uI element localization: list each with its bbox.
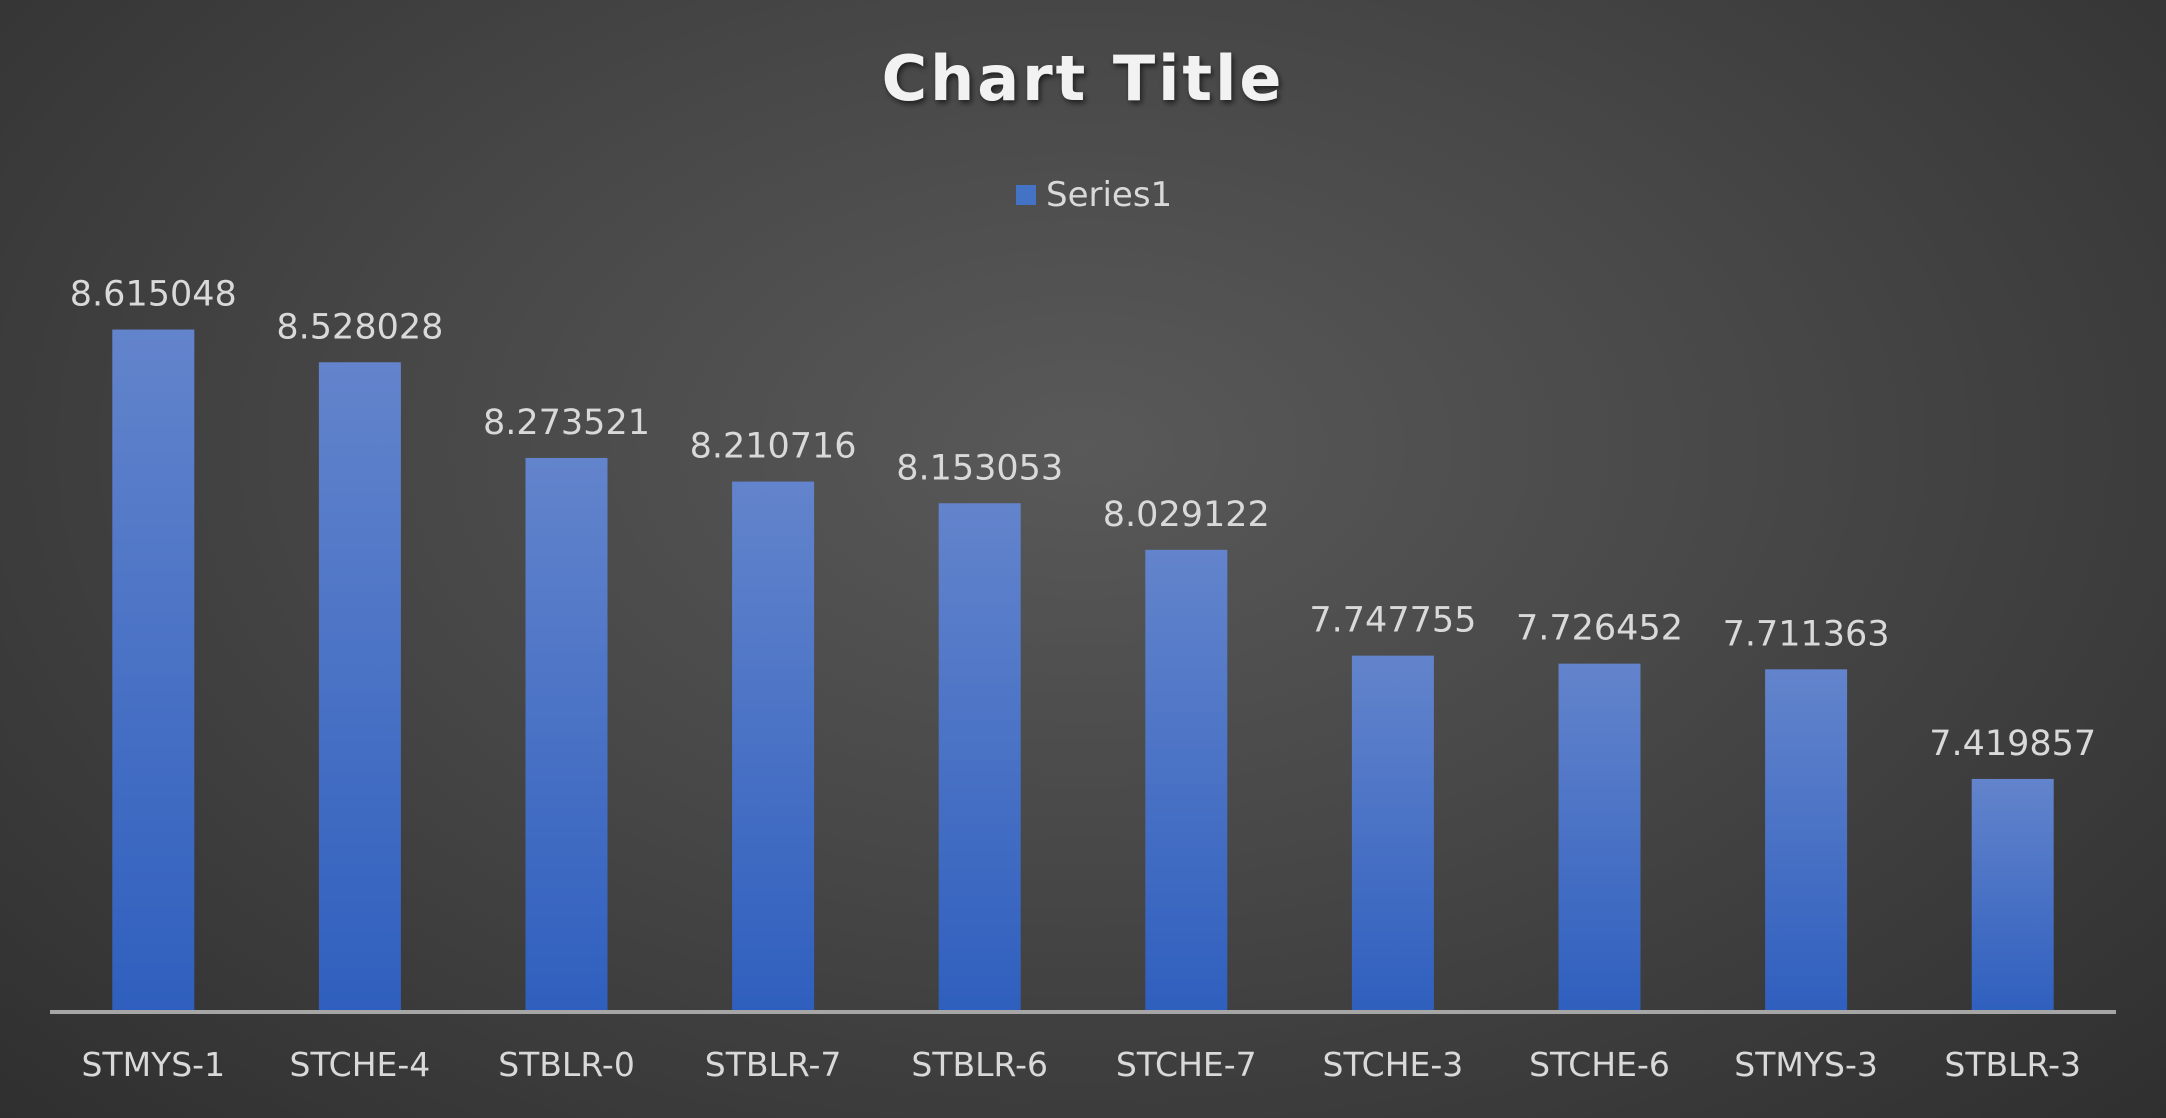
x-tick-label-stche-3: STCHE-3: [1323, 1045, 1464, 1084]
legend-swatch: [1016, 185, 1036, 205]
bar-stche-3: [1351, 655, 1434, 1012]
x-tick-label-stche-4: STCHE-4: [290, 1045, 431, 1084]
chart-title: Chart Title: [882, 42, 1285, 115]
bar-stblr-3: [1971, 778, 2054, 1012]
data-labels: 8.615048 8.528028 8.273521 8.210716 8.153053…: [70, 275, 2096, 764]
x-axis-tick-labels: STMYS-1 STCHE-4 STBLR-0 STBLR-7 STBLR-6 STCHE…: [82, 1045, 2082, 1084]
bar-stblr-0: [525, 457, 608, 1012]
x-tick-label-stche-6: STCHE-6: [1529, 1045, 1670, 1084]
bar-stche-6: [1558, 663, 1641, 1012]
bar-stche-7: [1145, 549, 1228, 1012]
bar-series: [112, 329, 2054, 1012]
bar-stblr-6: [938, 503, 1021, 1012]
x-tick-label-stmys-1: STMYS-1: [82, 1045, 226, 1084]
x-tick-label-stblr-3: STBLR-3: [1944, 1045, 2081, 1084]
data-label-stche-7: 8.029122: [1103, 495, 1270, 535]
data-label-stblr-7: 8.210716: [690, 427, 857, 467]
data-label-stblr-0: 8.273521: [483, 403, 650, 443]
data-label-stche-4: 8.528028: [276, 307, 443, 347]
bar-stmys-3: [1765, 669, 1848, 1012]
x-tick-label-stblr-6: STBLR-6: [911, 1045, 1048, 1084]
legend-label: Series1: [1046, 175, 1172, 215]
bar-stmys-1: [112, 329, 195, 1012]
data-label-stmys-3: 7.711363: [1723, 614, 1890, 654]
x-tick-label-stblr-7: STBLR-7: [705, 1045, 842, 1084]
bar-stche-4: [318, 362, 401, 1012]
data-label-stblr-3: 7.419857: [1929, 724, 2096, 764]
legend: Series1: [1016, 175, 1172, 215]
data-label-stmys-1: 8.615048: [70, 275, 237, 315]
x-tick-label-stmys-3: STMYS-3: [1734, 1045, 1878, 1084]
bar-stblr-7: [732, 481, 815, 1012]
x-tick-label-stche-7: STCHE-7: [1116, 1045, 1257, 1084]
data-label-stblr-6: 8.153053: [896, 448, 1063, 488]
data-label-stche-6: 7.726452: [1516, 609, 1683, 649]
data-label-stche-3: 7.747755: [1309, 601, 1476, 641]
x-tick-label-stblr-0: STBLR-0: [498, 1045, 635, 1084]
